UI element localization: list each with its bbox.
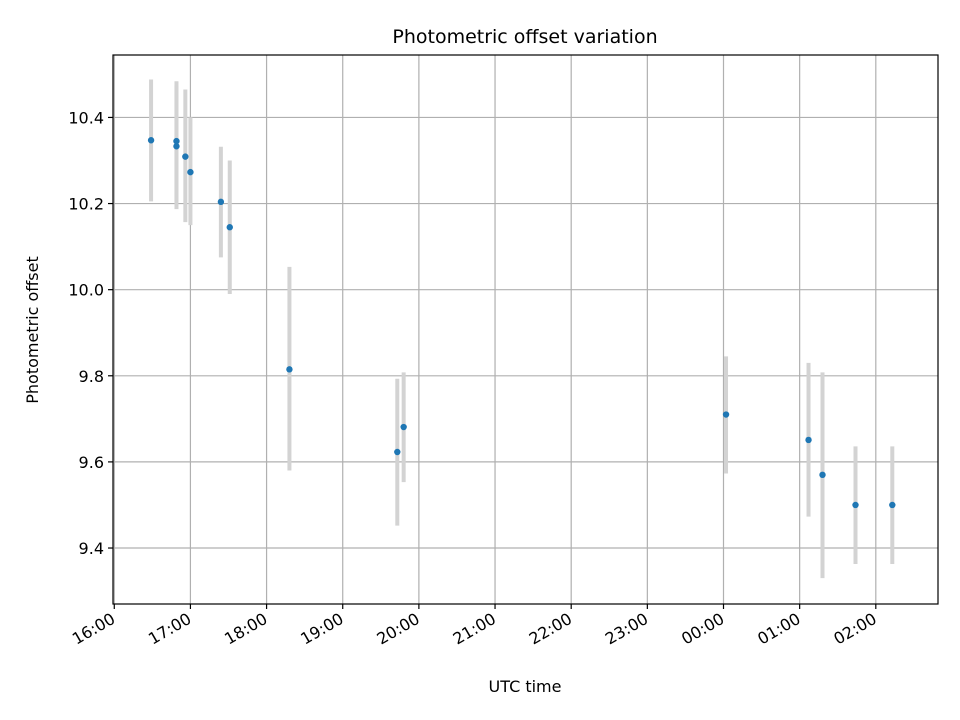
grid-lines bbox=[113, 55, 938, 604]
data-point bbox=[400, 423, 407, 431]
data-point bbox=[182, 153, 189, 160]
data-point bbox=[187, 168, 194, 176]
y-axis-ticks: 9.4 9.6 9.8 10.0 10.2 10.4 bbox=[68, 108, 113, 558]
data-point bbox=[394, 448, 401, 456]
y-tick-label: 9.8 bbox=[79, 367, 104, 386]
y-tick-label: 9.4 bbox=[79, 539, 104, 558]
data-point bbox=[173, 137, 180, 145]
y-tick-label: 10.0 bbox=[68, 281, 104, 300]
data-point bbox=[226, 224, 233, 231]
chart-title: Photometric offset variation bbox=[392, 26, 657, 48]
data-point bbox=[173, 143, 180, 150]
y-axis-title: Photometric offset bbox=[23, 256, 42, 404]
data-point bbox=[722, 411, 730, 418]
x-axis-title: UTC time bbox=[489, 677, 562, 696]
data-point bbox=[147, 137, 155, 144]
data-points bbox=[147, 137, 896, 509]
data-point bbox=[819, 471, 826, 479]
y-tick-label: 10.2 bbox=[68, 195, 104, 214]
y-tick-label: 9.6 bbox=[79, 453, 104, 472]
plot-frame bbox=[112, 54, 939, 605]
data-point bbox=[852, 501, 859, 509]
data-point bbox=[805, 436, 812, 444]
y-tick-label: 10.4 bbox=[68, 108, 104, 127]
data-point bbox=[217, 198, 225, 206]
data-point bbox=[286, 366, 293, 373]
data-point bbox=[889, 501, 896, 509]
